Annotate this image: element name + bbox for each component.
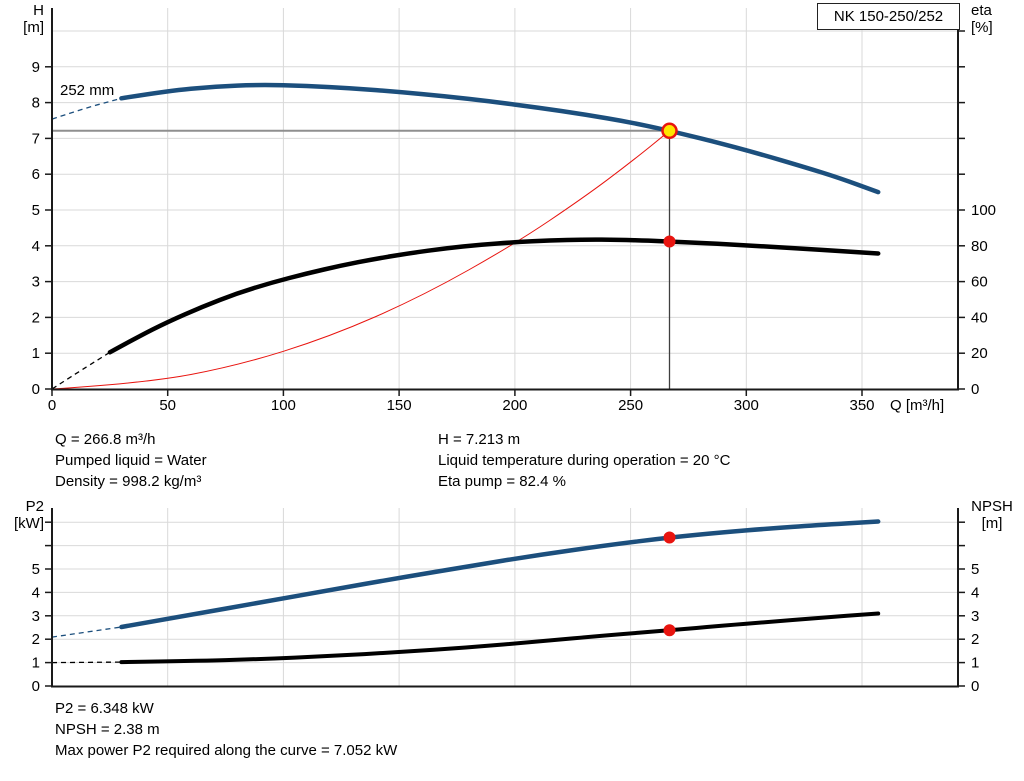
h-tick-label: 8	[32, 95, 40, 112]
npsh-curve-dashed	[51, 661, 122, 664]
pump-type-label: NK 150-250/252	[833, 8, 944, 25]
p2-tick-label: 4	[32, 584, 40, 601]
p2-tick-label: 1	[32, 655, 40, 672]
power-npsh: NPSH = 2.38 m	[55, 721, 160, 738]
q-tick-label: 350	[849, 397, 874, 414]
q-tick-label: 200	[502, 397, 527, 414]
affinity-parabola	[51, 130, 670, 390]
npsh-tick-label: 0	[971, 678, 979, 695]
h-tick-label: 9	[32, 59, 40, 76]
duty-q: Q = 266.8 m³/h	[55, 431, 156, 448]
efficiency-curve-dashed	[51, 351, 111, 390]
q-tick-label: 300	[734, 397, 759, 414]
p2-axis-title: P2 [kW]	[14, 498, 44, 532]
npsh-tick-label: 4	[971, 584, 979, 601]
eta-tick-label: 80	[971, 238, 988, 255]
h-tick-label: 4	[32, 238, 40, 255]
npsh-tick-label: 3	[971, 608, 979, 625]
pump-type-box: NK 150-250/252	[817, 3, 960, 30]
duty-info-column-2: H = 7.213 m Liquid temperature during op…	[438, 429, 730, 492]
eta-tick-label: 0	[971, 381, 979, 398]
power-max-p2: Max power P2 required along the curve = …	[55, 742, 398, 759]
p2-tick-label: 2	[32, 631, 40, 648]
h-tick-label: 6	[32, 166, 40, 183]
h-tick-label: 7	[32, 130, 40, 147]
eta-tick-label: 40	[971, 309, 988, 326]
p2-point-marker	[663, 531, 676, 544]
eta-tick-label: 60	[971, 274, 988, 291]
q-tick-label: 150	[387, 397, 412, 414]
eta-tick-label: 100	[971, 202, 996, 219]
power-p2: P2 = 6.348 kW	[55, 700, 154, 717]
h-tick-label: 2	[32, 309, 40, 326]
p2-tick-label: 5	[32, 561, 40, 578]
q-tick-label: 0	[48, 397, 56, 414]
duty-point-marker[interactable]	[661, 122, 678, 140]
efficiency-curve	[107, 237, 881, 355]
p2-tick-label: 0	[32, 678, 40, 695]
power-info-block: P2 = 6.348 kW NPSH = 2.38 m Max power P2…	[55, 698, 397, 761]
npsh-tick-label: 2	[971, 631, 979, 648]
npsh-curve	[119, 611, 881, 665]
q-tick-label: 100	[271, 397, 296, 414]
duty-info-column-1: Q = 266.8 m³/h Pumped liquid = Water Den…	[55, 429, 207, 492]
p2-curve	[119, 519, 881, 630]
impeller-trim-label: 252 mm	[60, 82, 115, 99]
npsh-tick-label: 5	[971, 561, 979, 578]
head-curve-252mm-dashed	[51, 97, 122, 120]
efficiency-point-marker	[663, 235, 676, 248]
duty-eta: Eta pump = 82.4 %	[438, 473, 566, 490]
duty-h: H = 7.213 m	[438, 431, 521, 448]
duty-liquid: Pumped liquid = Water	[55, 452, 207, 469]
npsh-axis-title: NPSH [m]	[971, 498, 1013, 532]
npsh-point-marker	[663, 624, 676, 637]
eta-tick-label: 20	[971, 345, 988, 362]
h-tick-label: 1	[32, 345, 40, 362]
q-axis-title: Q [m³/h]	[890, 397, 945, 414]
p2-tick-label: 3	[32, 608, 40, 625]
duty-density: Density = 998.2 kg/m³	[55, 473, 202, 490]
head-curve-252mm	[119, 82, 881, 195]
npsh-tick-label: 1	[971, 655, 979, 672]
h-tick-label: 5	[32, 202, 40, 219]
h-axis-title: H [m]	[23, 2, 44, 36]
q-tick-label: 50	[159, 397, 176, 414]
h-tick-label: 0	[32, 381, 40, 398]
p2-curve-dashed	[51, 626, 122, 638]
h-tick-label: 3	[32, 274, 40, 291]
duty-temperature: Liquid temperature during operation = 20…	[438, 452, 731, 469]
q-tick-label: 250	[618, 397, 643, 414]
eta-axis-title: eta [%]	[971, 2, 993, 36]
